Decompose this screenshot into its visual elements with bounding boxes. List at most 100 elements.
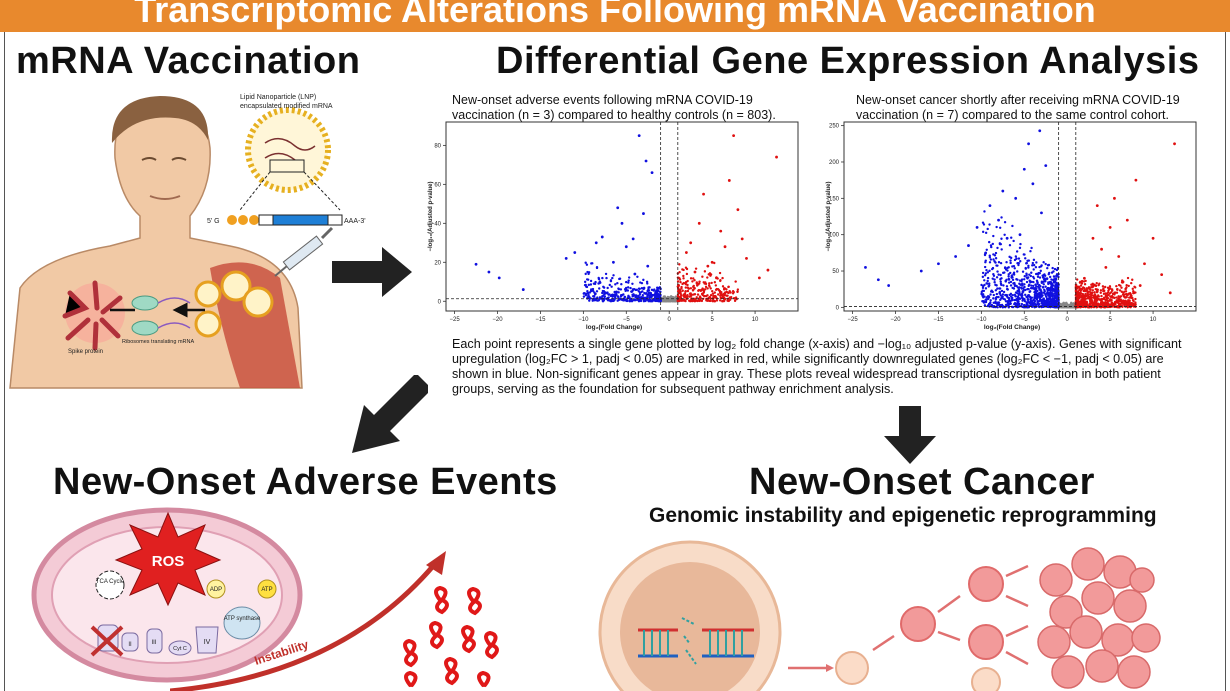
point-up [736,290,739,293]
point-up [766,268,770,272]
point-up [1134,297,1137,301]
caption-left-line-2: vaccination (n = 3) compared to healthy … [452,107,776,122]
point-up [689,292,692,295]
point-down [992,301,995,304]
point-down [1043,280,1046,283]
point-down [521,288,525,291]
precancerous-cell [835,651,869,685]
figure-description: Each point represents a single gene plot… [452,337,1182,396]
point-down [1041,300,1044,303]
point-up [713,261,716,265]
point-up [728,296,732,299]
point-down [1034,265,1038,269]
point-down [981,294,984,297]
point-down [1016,298,1019,302]
point-up [718,271,722,275]
point-up [699,289,703,293]
damaged-dna-fragments [403,585,499,687]
point-up [1108,299,1111,303]
point-down [1027,276,1030,279]
x-tick-label: −15 [933,317,944,323]
point-up [1103,285,1107,289]
y-tick-label: 100 [829,233,840,239]
point-down [620,221,624,225]
point-up [1134,178,1138,182]
point-up [1125,284,1128,287]
point-down [1011,278,1015,282]
hair [111,96,209,143]
y-tick-label: 150 [829,196,840,202]
point-down [981,230,985,234]
point-down [584,272,587,276]
point-up [736,288,740,291]
point-up [1097,295,1101,298]
point-up [691,299,694,302]
x-axis-label: log₂(Fold Change) [984,324,1040,331]
point-up [1089,291,1093,294]
point-down [989,293,992,296]
complex-ii-icon [121,632,139,652]
point-up [1099,298,1102,301]
point-up [686,289,690,293]
cancer-progression-diagram [598,540,1161,691]
point-down [1007,275,1010,278]
point-down [988,282,991,285]
adp-icon [206,579,226,599]
point-down [1016,305,1020,309]
point-down [1043,289,1046,293]
point-down [1041,276,1045,279]
point-down [1050,294,1053,297]
x-tick-label: −25 [449,317,460,323]
point-down [645,280,649,284]
point-down [1056,292,1059,295]
point-down [597,277,601,281]
point-up [704,285,708,289]
point-down [586,278,590,281]
cytc-icon [168,640,192,656]
point-nonsignificant [1061,303,1064,306]
point-up [709,294,713,297]
point-up [1111,292,1115,296]
point-down [1044,164,1048,168]
point-down [641,293,645,297]
point-down [1053,302,1057,305]
point-down [1057,283,1060,287]
point-down [1014,255,1018,258]
point-down [995,264,998,267]
point-down [1051,289,1055,293]
point-nonsignificant [1071,303,1075,306]
point-up [733,299,737,303]
point-up [1094,294,1097,298]
point-up [723,245,727,249]
point-up [1101,303,1105,307]
point-down [611,276,614,280]
point-up [1091,236,1095,240]
point-down [606,286,609,290]
spike-protein-label: Spike protein [68,349,103,355]
point-down [601,276,604,280]
x-tick-label: 0 [668,317,672,323]
point-down [989,290,993,293]
point-down [999,261,1003,265]
point-up [722,299,726,303]
plot-area [445,121,799,312]
point-down [1027,259,1031,262]
point-down [993,281,996,284]
point-down [1003,233,1006,236]
point-down [1050,286,1054,289]
point-down [1025,280,1029,284]
point-up [1127,284,1130,288]
point-up [1099,291,1102,294]
point-down [997,218,1000,222]
point-down [595,266,599,270]
y-tick-label: 0 [836,305,840,311]
point-up [1082,280,1086,283]
point-up [1089,300,1092,304]
point-down [627,279,630,282]
point-up [1109,303,1113,307]
point-down [1008,244,1012,247]
point-down [1019,286,1023,289]
atp-icon [257,579,277,599]
point-down [597,282,600,285]
